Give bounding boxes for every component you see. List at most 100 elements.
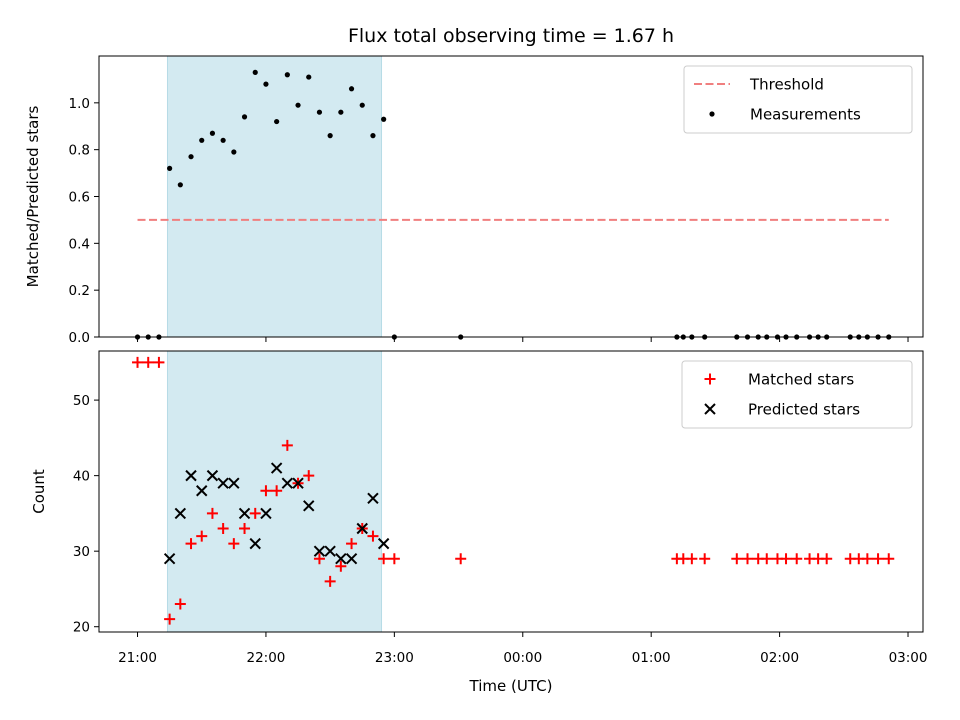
top-panel: 0.0 0.2 0.4 0.6 0.8 1.0 Matched/Predicted sta… bbox=[24, 55, 924, 346]
y-tick-label: 40 bbox=[73, 469, 90, 485]
legend-label: Predicted stars bbox=[748, 401, 860, 419]
matched-star-point bbox=[761, 553, 773, 565]
bottom-axes-frame bbox=[98, 350, 924, 633]
measurement-point bbox=[338, 109, 344, 115]
y-tick-label: 0.4 bbox=[69, 236, 90, 252]
matched-star-point bbox=[271, 485, 283, 497]
matched-star-point bbox=[153, 356, 165, 368]
y-tick-label: 0.2 bbox=[69, 283, 90, 299]
predicted-star-point bbox=[324, 545, 336, 557]
matched-star-point bbox=[324, 575, 336, 587]
y-tick-label: 50 bbox=[73, 393, 90, 409]
measurement-point bbox=[274, 118, 280, 125]
y-tick-label: 0.8 bbox=[69, 143, 90, 159]
measurement-point bbox=[295, 102, 301, 108]
top-axes-frame bbox=[98, 55, 924, 338]
y-tick-label: 0.0 bbox=[69, 330, 90, 346]
x-tick-label: 00:00 bbox=[503, 650, 542, 666]
legend-label: Matched stars bbox=[748, 371, 854, 389]
measurement-point bbox=[209, 130, 216, 136]
matched-star-point bbox=[686, 553, 698, 565]
measurement-point bbox=[348, 86, 355, 92]
chart-title: Flux total observing time = 1.67 h bbox=[348, 25, 674, 47]
predicted-star-point bbox=[249, 537, 261, 550]
measurement-point bbox=[284, 72, 290, 78]
matched-star-point bbox=[872, 553, 884, 565]
bottom-legend: Matched stars Predicted stars bbox=[681, 360, 913, 429]
x-tick-label: 22:00 bbox=[246, 650, 285, 666]
predicted-star-point bbox=[174, 507, 187, 520]
predicted-star-point bbox=[163, 553, 176, 565]
matched-star-point bbox=[228, 538, 240, 550]
matched-star-point bbox=[699, 553, 711, 565]
legend-box bbox=[683, 65, 913, 134]
predicted-star-point bbox=[303, 500, 315, 512]
predicted-star-point bbox=[367, 492, 379, 505]
y-tick-label: 0.6 bbox=[69, 190, 90, 206]
predicted-star-point bbox=[185, 469, 197, 482]
measurement-point bbox=[231, 149, 237, 155]
matched-star-point bbox=[780, 553, 792, 565]
predicted-star-point bbox=[228, 477, 240, 489]
predicted-star-point bbox=[206, 469, 219, 482]
y-tick-label: 1.0 bbox=[69, 96, 90, 112]
matched-star-point bbox=[260, 485, 272, 497]
matched-star-point bbox=[142, 356, 154, 368]
predicted-star-point bbox=[217, 477, 229, 489]
matched-star-point bbox=[861, 553, 873, 565]
measurement-point bbox=[316, 109, 323, 115]
x-tick-label: 02:00 bbox=[760, 650, 799, 666]
measurement-point bbox=[220, 137, 226, 143]
bottom-panel: 20 30 40 50 21:00 22:00 23:00 00:00 01:00 02:00 0… bbox=[30, 350, 928, 695]
matched-star-point bbox=[821, 553, 833, 565]
matched-star-point bbox=[378, 553, 390, 565]
matched-star-point bbox=[346, 538, 358, 550]
legend-label: Measurements bbox=[750, 106, 861, 124]
x-tick-label: 23:00 bbox=[375, 650, 414, 666]
matched-star-point bbox=[206, 507, 218, 519]
matched-star-point bbox=[731, 553, 743, 565]
measurement-point bbox=[327, 133, 333, 139]
y-tick-label: 30 bbox=[73, 544, 90, 560]
legend-box bbox=[681, 360, 913, 429]
predicted-star-point bbox=[377, 537, 390, 550]
predicted-star-point bbox=[313, 545, 326, 557]
matched-star-point bbox=[239, 523, 251, 535]
matched-star-point bbox=[281, 439, 293, 451]
matched-star-point bbox=[791, 553, 803, 565]
matched-star-point bbox=[196, 530, 208, 542]
predicted-star-point bbox=[345, 553, 358, 565]
predicted-star-point bbox=[335, 553, 347, 565]
matched-star-point bbox=[249, 507, 261, 519]
matched-star-point bbox=[388, 553, 400, 565]
top-y-axis-label: Matched/Predicted stars bbox=[24, 106, 42, 288]
measurement-point bbox=[370, 133, 376, 139]
legend-predicted-swatch bbox=[704, 403, 716, 415]
predicted-star-point bbox=[292, 477, 304, 489]
matched-star-point bbox=[335, 560, 347, 572]
predicted-star-point bbox=[281, 477, 294, 489]
measurement-point bbox=[167, 165, 173, 171]
bottom-y-axis-label: Count bbox=[30, 469, 48, 514]
matched-star-point bbox=[164, 613, 176, 625]
predicted-star-point bbox=[260, 507, 272, 520]
observing-span-shade bbox=[166, 55, 383, 338]
legend-measurement-swatch bbox=[709, 111, 715, 117]
predicted-star-point bbox=[356, 522, 368, 535]
x-tick-label: 03:00 bbox=[889, 650, 928, 666]
measurement-point bbox=[252, 69, 258, 75]
matched-star-point bbox=[313, 553, 325, 565]
measurement-point bbox=[241, 114, 248, 120]
y-tick-label: 20 bbox=[73, 620, 90, 636]
x-tick-label: 01:00 bbox=[632, 650, 671, 666]
matched-star-point bbox=[367, 530, 379, 542]
measurement-point bbox=[188, 154, 194, 160]
x-tick-label: 21:00 bbox=[118, 650, 157, 666]
measurement-point bbox=[381, 116, 387, 122]
measurement-point bbox=[199, 137, 205, 143]
predicted-star-point bbox=[270, 462, 283, 474]
predicted-star-point bbox=[238, 507, 251, 520]
predicted-star-point bbox=[196, 485, 208, 497]
matched-star-point bbox=[741, 553, 753, 565]
